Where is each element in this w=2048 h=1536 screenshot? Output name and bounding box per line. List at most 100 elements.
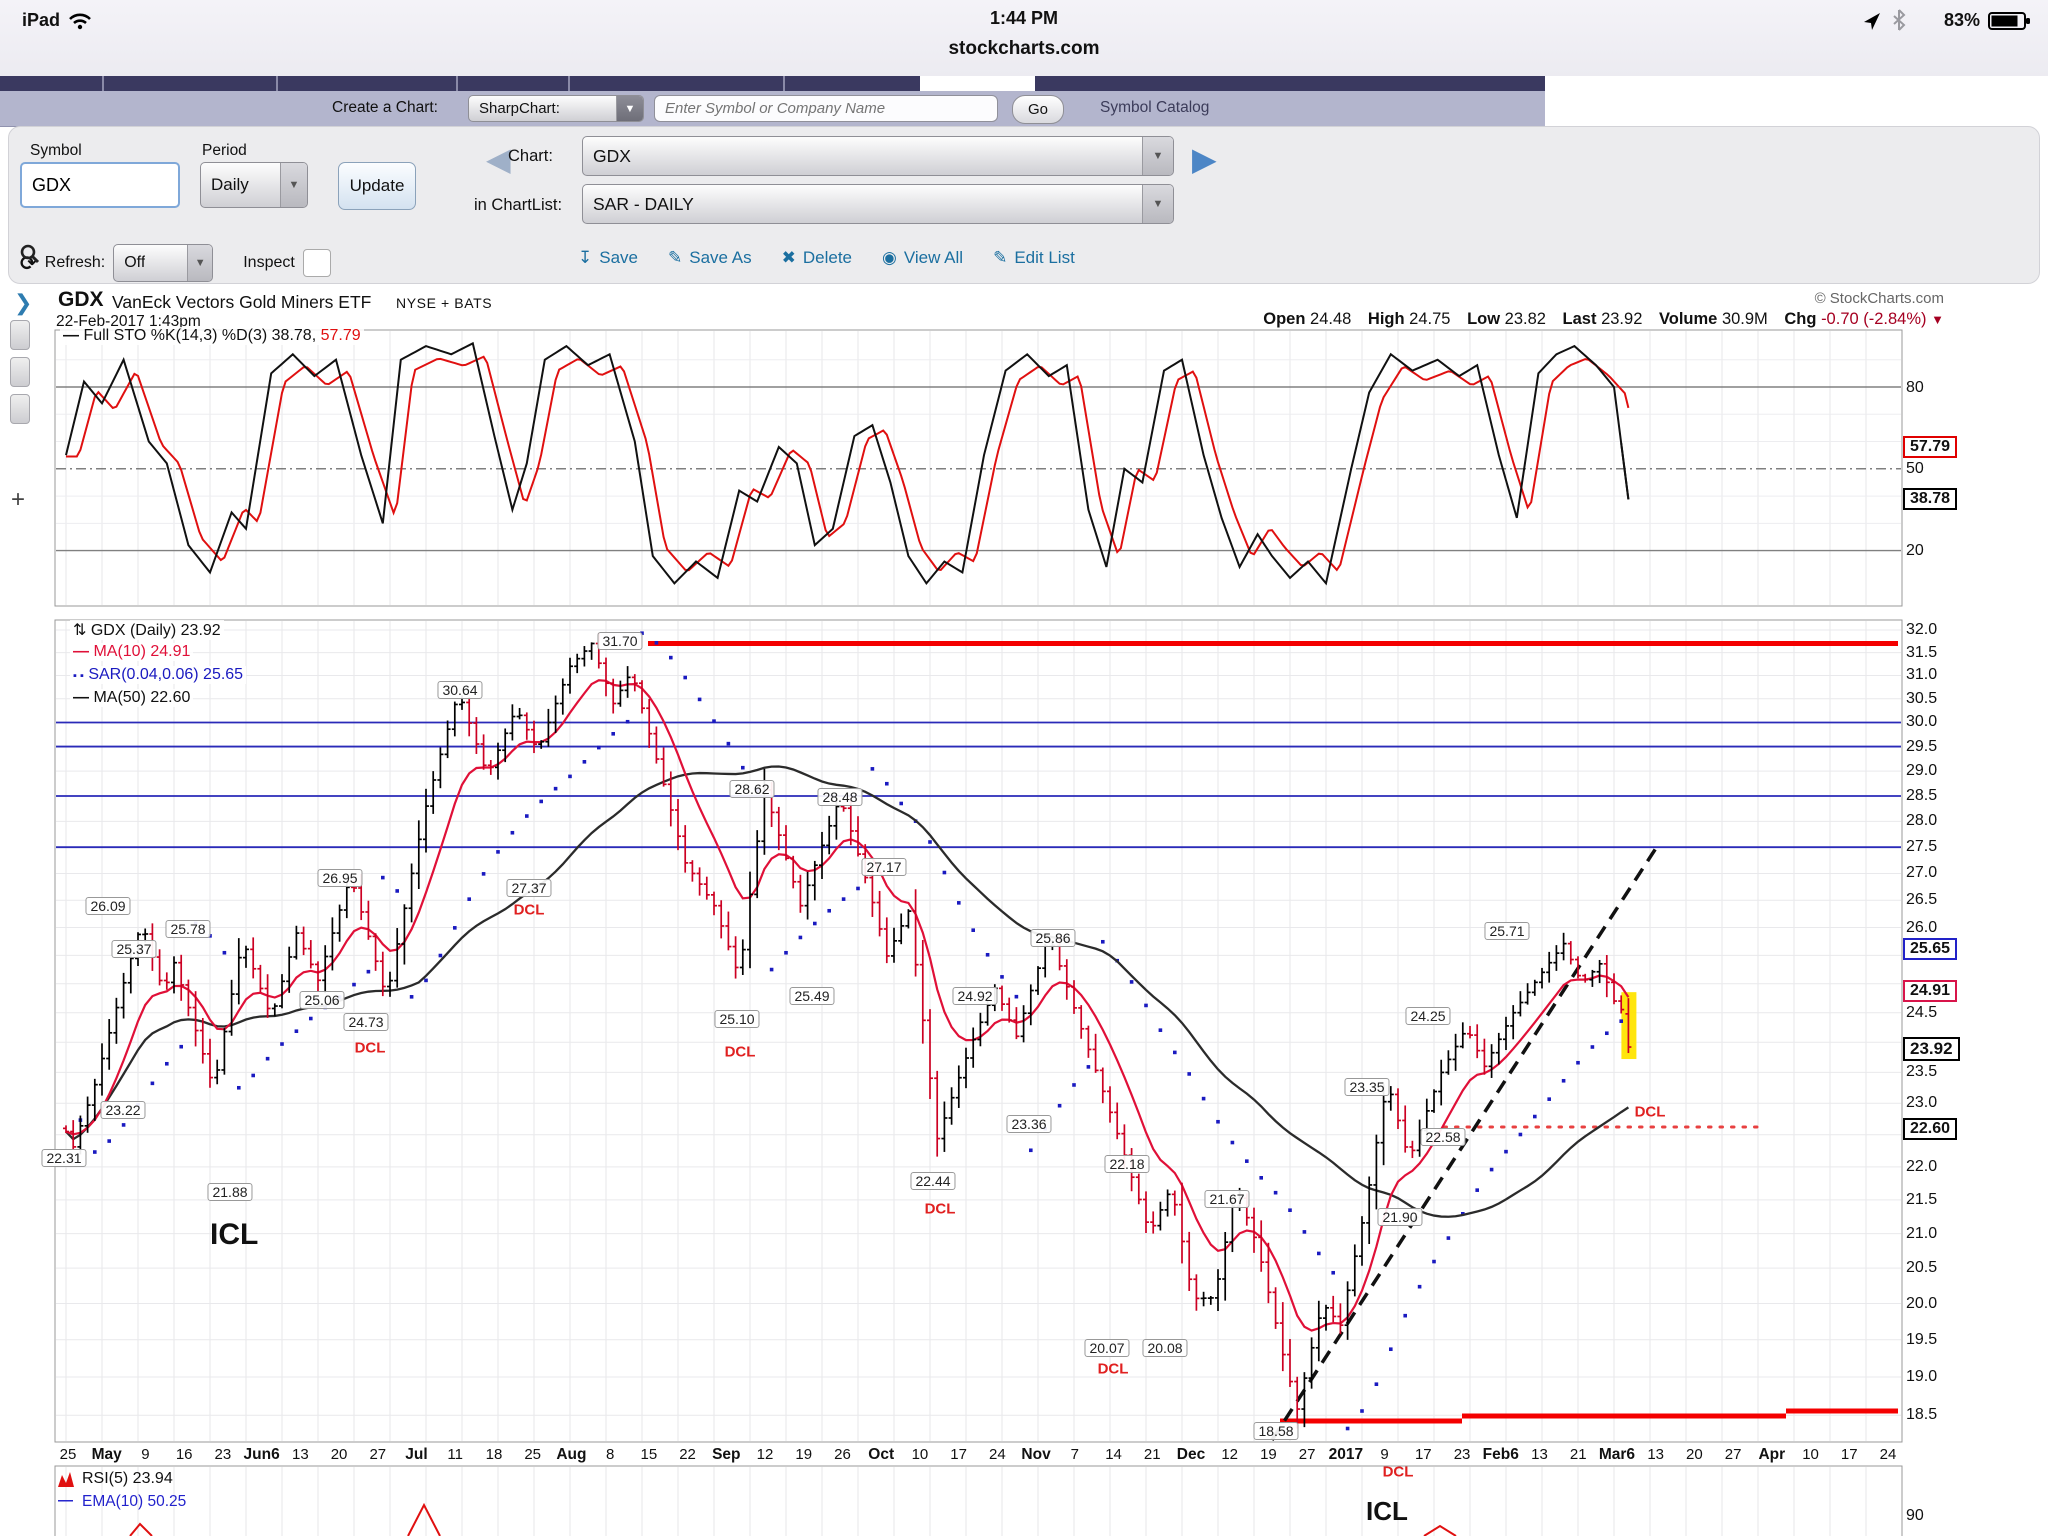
edit-list-button[interactable]: ✎ Edit List: [993, 248, 1075, 267]
chartlist-select[interactable]: SAR - DAILY ▼: [582, 184, 1174, 224]
location-icon: [1864, 13, 1880, 30]
chart-tool-button[interactable]: [10, 320, 30, 350]
dcl-annotation: DCL: [1097, 1360, 1129, 1378]
ema-line-icon: —: [58, 1492, 73, 1509]
price-annotation: 21.90: [1377, 1208, 1423, 1226]
symbol-label: Symbol: [30, 142, 82, 159]
price-axis-tick: 18.5: [1906, 1406, 1938, 1424]
chevron-down-icon: ▼: [1142, 185, 1173, 223]
search-input[interactable]: [654, 95, 998, 122]
tab-strip-left[interactable]: [0, 76, 920, 91]
rsi-tick-90: 90: [1906, 1507, 1924, 1524]
period-select[interactable]: Daily ▼: [200, 162, 308, 208]
sto-d-valuebox: 57.79: [1903, 436, 1958, 458]
date-axis-label: 10: [911, 1446, 929, 1463]
ema-legend: EMA(10) 50.25: [82, 1493, 187, 1510]
price-axis-tick: 30.5: [1906, 689, 1938, 707]
date-axis-label: 13: [1647, 1446, 1664, 1463]
tab-separator: [783, 76, 785, 91]
collapse-chevron-icon[interactable]: ❯: [14, 290, 33, 315]
price-axis-tick: 27.5: [1906, 838, 1938, 856]
next-chart-arrow-icon[interactable]: ▶: [1192, 141, 1217, 177]
chg-value: -0.70 (-2.84%): [1821, 310, 1927, 328]
chart-company-name: VanEck Vectors Gold Miners ETF: [112, 292, 372, 312]
save-as-button[interactable]: ✎ Save As: [668, 248, 752, 267]
dcl-annotation: DCL: [1634, 1103, 1666, 1121]
zoom-plus-button[interactable]: +: [11, 486, 26, 513]
chart-select[interactable]: GDX ▼: [582, 136, 1174, 176]
dcl-annotation: DCL: [513, 901, 545, 919]
date-axis-label: Jun6: [243, 1446, 280, 1463]
sar-legend: ▪ ▪ SAR(0.04,0.06) 25.65: [70, 666, 247, 684]
bluetooth-icon: [1893, 9, 1906, 31]
chevron-down-icon: ▼: [616, 96, 643, 121]
symbol-field[interactable]: [20, 162, 180, 208]
chart-symbol: GDX: [58, 288, 104, 311]
period-label: Period: [202, 142, 247, 159]
refresh-select[interactable]: Off ▼: [113, 244, 214, 282]
update-button[interactable]: Update: [338, 162, 416, 210]
quote-line: Open 24.48 High 24.75 Low 23.82 Last 23.…: [1263, 310, 1944, 328]
tab-strip-right[interactable]: [1035, 76, 1545, 91]
chartlist-label: in ChartList:: [474, 196, 563, 214]
date-axis-label: 24: [989, 1446, 1006, 1463]
price-legend: ⇅ GDX (Daily) 23.92: [70, 620, 224, 640]
price-annotation: 23.22: [100, 1101, 146, 1119]
chart-tool-button[interactable]: [10, 357, 30, 387]
date-axis-label: Nov: [1021, 1446, 1051, 1463]
price-axis-tick: 32.0: [1906, 621, 1938, 638]
price-axis-tick: 29.5: [1906, 737, 1938, 755]
inspect-checkbox[interactable]: [302, 249, 331, 277]
price-annotation: 30.64: [437, 681, 483, 699]
date-axis-label: 13: [291, 1446, 309, 1463]
black-line-icon: —: [73, 689, 89, 706]
price-annotation: 27.17: [861, 858, 907, 876]
sto-legend: — Full STO %K(14,3) %D(3) 38.78, 57.79: [60, 327, 364, 345]
price-annotation: 28.48: [817, 788, 863, 806]
price-annotation: 24.92: [952, 987, 998, 1005]
dcl-annotation: DCL: [924, 1200, 956, 1218]
rsi-dcl-annotation: DCL: [1382, 1463, 1414, 1481]
prev-chart-arrow-icon[interactable]: ◀: [486, 141, 511, 177]
sar-valuebox: 25.65: [1903, 938, 1958, 960]
price-axis-tick: 27.0: [1906, 864, 1938, 882]
price-axis-tick: 20.5: [1906, 1259, 1938, 1277]
chevron-down-icon: ▼: [187, 245, 213, 281]
chart-type-select[interactable]: SharpChart: ▼: [468, 95, 644, 122]
rsi-icl-annotation: ICL: [1366, 1496, 1408, 1526]
date-axis-label: 11: [447, 1446, 464, 1463]
date-axis-label: 22: [679, 1446, 696, 1463]
date-axis-label: Feb6: [1482, 1446, 1519, 1463]
rsi-legend: RSI(5) 23.94: [82, 1470, 173, 1487]
price-annotation: 26.09: [85, 897, 131, 915]
symbol-catalog-link[interactable]: Symbol Catalog: [1100, 99, 1210, 116]
price-annotation: 22.58: [1420, 1128, 1466, 1146]
save-button[interactable]: ↧ Save: [578, 248, 638, 267]
ma10-valuebox: 24.91: [1903, 980, 1958, 1002]
price-annotation: 26.95: [317, 869, 363, 887]
chart-exchange: NYSE + BATS: [396, 295, 493, 311]
delete-button[interactable]: ✖ Delete: [781, 248, 853, 267]
inspect-magnifier-icon: [20, 244, 40, 264]
price-axis-tick: 19.0: [1906, 1368, 1938, 1386]
create-chart-label: Create a Chart:: [332, 99, 438, 116]
price-annotation: 22.31: [41, 1149, 87, 1167]
site-title: stockcharts.com: [948, 38, 1100, 59]
date-axis-label: 26: [834, 1446, 851, 1463]
clock: 1:44 PM: [989, 8, 1059, 28]
sto-k-valuebox: 38.78: [1903, 488, 1958, 510]
date-axis-label: 15: [640, 1446, 658, 1463]
date-axis-label: 25: [59, 1446, 77, 1463]
delete-icon: ✖: [781, 248, 796, 267]
date-axis-label: 21: [1143, 1446, 1161, 1463]
date-axis-label: 17: [1414, 1446, 1432, 1463]
price-annotation: 21.67: [1204, 1190, 1250, 1208]
view-all-button[interactable]: ◉ View All: [882, 248, 964, 267]
chart-tool-button[interactable]: [10, 394, 30, 424]
date-axis-label: 23: [1453, 1446, 1471, 1463]
last-price-valuebox: 23.92: [1903, 1037, 1960, 1061]
tab-separator: [276, 76, 278, 91]
blue-dots-icon: ▪ ▪: [73, 670, 84, 682]
chg-down-arrow-icon: ▼: [1931, 312, 1944, 327]
go-button[interactable]: Go: [1012, 95, 1064, 124]
